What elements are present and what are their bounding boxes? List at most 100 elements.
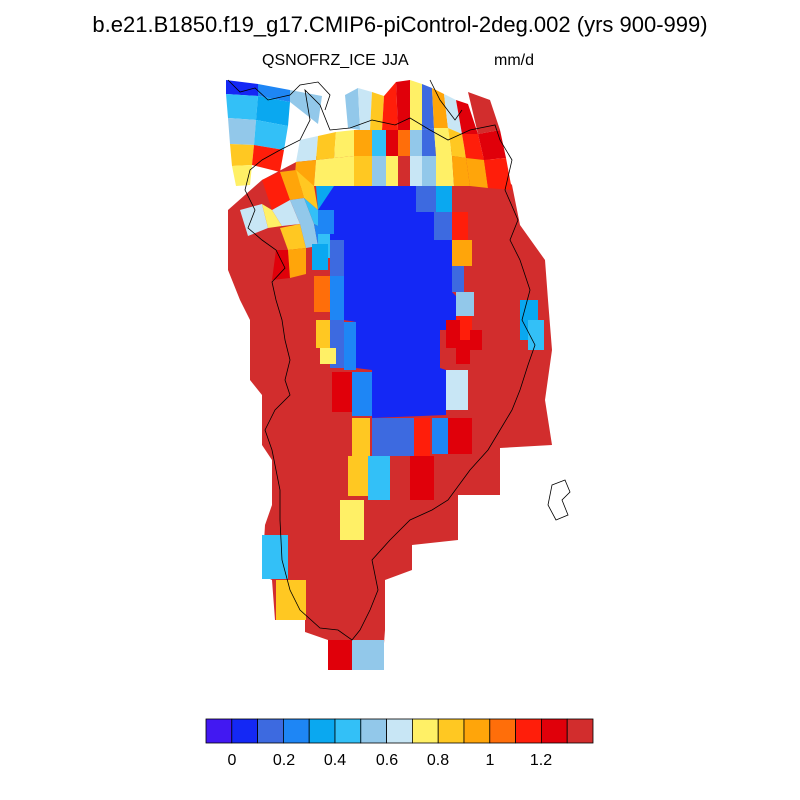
map-cell <box>422 128 436 156</box>
map-cell <box>330 240 344 276</box>
map-cell <box>340 500 364 540</box>
map-cell <box>444 94 462 134</box>
map-cell <box>280 224 306 250</box>
colorbar-box <box>437 718 465 744</box>
coastline-ellesmere <box>227 79 331 111</box>
map-cell <box>386 156 398 186</box>
colorbar-tick-label: 0.2 <box>273 752 295 769</box>
map-cell <box>416 186 436 212</box>
map-cell <box>452 212 468 240</box>
map-cell <box>354 156 372 186</box>
colorbar-box <box>360 718 387 744</box>
map-cell <box>422 156 436 186</box>
map-cell <box>456 292 474 316</box>
map-cell <box>452 240 472 266</box>
colorbar-box <box>515 718 542 744</box>
map-cell <box>332 372 352 412</box>
map-cell <box>330 276 344 320</box>
map-cell <box>296 170 318 210</box>
map-cell <box>352 372 372 416</box>
map-cell <box>320 348 336 364</box>
map-cell <box>348 456 368 496</box>
map-cell <box>470 330 482 350</box>
map-cell <box>276 580 306 620</box>
colorbar-box <box>205 718 233 744</box>
map-cell <box>466 266 482 292</box>
colorbar-box <box>308 718 336 744</box>
map-cell <box>436 186 452 212</box>
map-cell <box>288 248 306 278</box>
map-cell <box>262 204 282 228</box>
colorbar-box <box>489 718 516 744</box>
map-cell <box>410 130 422 156</box>
map-cell <box>272 250 290 280</box>
map-cell <box>262 172 290 210</box>
map-cell <box>226 94 258 120</box>
map-cell <box>434 212 452 240</box>
map-cells <box>226 80 552 670</box>
map-cell <box>448 128 466 158</box>
map-cell <box>432 418 448 454</box>
map-cell <box>448 418 472 454</box>
map-cell <box>372 418 394 456</box>
map-cell <box>318 186 456 418</box>
colorbar-box <box>257 718 284 744</box>
map-cell <box>316 320 332 348</box>
map-cell <box>528 320 544 350</box>
map-cell <box>354 130 372 156</box>
colorbar-box <box>566 718 594 744</box>
map-cell <box>318 210 334 234</box>
coastline-iceland <box>547 479 571 521</box>
colorbar-box <box>411 718 439 744</box>
colorbar-box <box>386 718 413 744</box>
map-cell <box>254 120 288 150</box>
map-cell <box>272 200 300 226</box>
map-cell <box>410 156 422 186</box>
map-cell <box>452 266 464 292</box>
colorbar-tick-label: 1 <box>486 752 495 769</box>
map-cell <box>372 156 386 186</box>
colorbar-box <box>231 718 259 744</box>
map-cell <box>226 80 258 96</box>
map-cell <box>462 134 484 160</box>
map-cell <box>386 130 398 156</box>
map-cell <box>452 156 470 186</box>
map-cell <box>422 84 434 130</box>
map-cell <box>240 204 268 236</box>
map-cell <box>228 118 256 145</box>
map-cell <box>382 82 398 130</box>
coastline-svalbard-edge <box>429 79 463 121</box>
colorbar-box <box>334 718 362 744</box>
map-cell <box>296 136 318 162</box>
map-cell <box>368 456 390 500</box>
colorbar-box <box>541 718 568 744</box>
map-cell <box>358 88 372 130</box>
coastline <box>227 79 571 641</box>
map-cell <box>352 418 370 456</box>
season-label: JJA <box>382 52 409 69</box>
map-cell <box>372 130 386 156</box>
colorbar-tick-label: 1.2 <box>530 752 552 769</box>
map-cell <box>436 156 454 186</box>
colorbar-tick-label: 0.6 <box>376 752 398 769</box>
map-cell <box>446 320 460 348</box>
map-cell <box>300 224 318 248</box>
map-cell <box>410 80 422 130</box>
map-cell <box>314 276 330 312</box>
plot-title: b.e21.B1850.f19_g17.CMIP6-piControl-2deg… <box>92 12 708 37</box>
colorbar-tick-label: 0 <box>228 752 237 769</box>
map-cell <box>432 88 448 128</box>
colorbar-labels: 0 0.2 0.4 0.6 0.8 1 1.2 <box>228 752 553 769</box>
colorbar-tick-label: 0.4 <box>324 752 346 769</box>
map-cell <box>314 158 334 186</box>
coastline-greenland <box>244 88 536 641</box>
map-cell <box>290 198 314 224</box>
map-cell <box>230 144 254 166</box>
map-cell <box>396 80 410 130</box>
map-cell <box>446 370 468 410</box>
map-cell <box>316 132 336 160</box>
map-cell <box>352 640 384 670</box>
map-cell <box>344 322 356 370</box>
